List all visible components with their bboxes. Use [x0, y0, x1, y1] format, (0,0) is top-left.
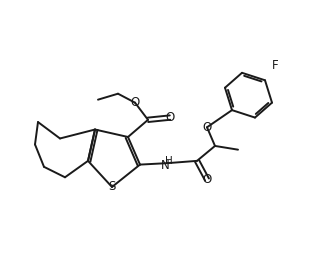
Text: O: O [202, 173, 211, 186]
Text: H: H [165, 156, 173, 166]
Text: O: O [202, 121, 211, 134]
Text: O: O [130, 96, 140, 109]
Text: N: N [161, 159, 169, 172]
Text: F: F [272, 59, 279, 72]
Text: O: O [165, 111, 175, 124]
Text: S: S [108, 180, 116, 193]
